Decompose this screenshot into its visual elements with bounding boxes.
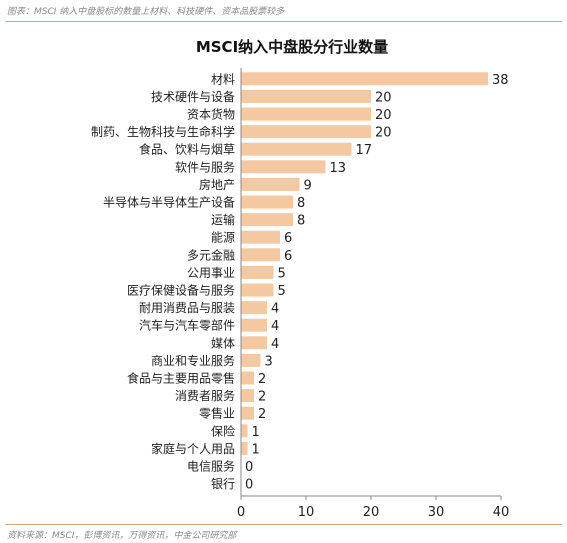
value-label: 38 (492, 73, 509, 88)
bottom-rule (5, 524, 562, 525)
x-tick-label: 30 (428, 505, 445, 520)
category-label: 半导体与半导体生产设备 (103, 196, 235, 210)
bar (241, 230, 280, 244)
bar (241, 142, 352, 156)
value-label: 20 (375, 90, 392, 105)
value-label: 17 (356, 143, 373, 158)
value-label: 9 (304, 178, 312, 193)
bar (241, 177, 300, 191)
category-label: 房地产 (199, 177, 235, 192)
top-rule (5, 21, 562, 22)
bars (241, 72, 488, 455)
category-label: 汽车与汽车零部件 (139, 318, 235, 333)
category-label: 制药、生物科技与生命科学 (91, 124, 235, 139)
bar (241, 89, 371, 103)
value-label: 0 (245, 478, 253, 493)
value-label: 13 (330, 161, 347, 176)
category-labels: 材料技术硬件与设备资本货物制药、生物科技与生命科学食品、饮料与烟草软件与服务房地… (91, 72, 235, 491)
category-label: 能源 (211, 231, 235, 245)
bar (241, 336, 267, 350)
value-label: 1 (252, 442, 260, 457)
bar (241, 318, 267, 332)
category-label: 媒体 (211, 336, 235, 350)
category-label: 零售业 (199, 406, 235, 421)
category-label: 技术硬件与设备 (151, 90, 235, 104)
bar (241, 389, 254, 403)
category-label: 资本货物 (187, 107, 235, 122)
value-label: 5 (278, 266, 286, 281)
x-tick-label: 10 (298, 505, 315, 520)
value-label: 2 (258, 390, 266, 405)
bar (241, 107, 371, 121)
value-label: 2 (258, 372, 266, 387)
category-label: 商业和专业服务 (151, 353, 235, 368)
category-label: 公用事业 (187, 266, 235, 280)
category-label: 多元金融 (187, 247, 235, 262)
category-label: 软件与服务 (175, 159, 235, 174)
category-label: 医疗保健设备与服务 (127, 283, 235, 298)
value-label: 20 (375, 108, 392, 123)
category-label: 耐用消费品与服装 (139, 301, 235, 315)
value-label: 8 (297, 214, 305, 229)
bar (241, 265, 274, 279)
category-label: 运输 (211, 212, 235, 227)
value-label: 4 (271, 337, 279, 352)
category-label: 银行 (211, 477, 235, 491)
bar (241, 160, 326, 174)
x-tick-label: 20 (363, 505, 380, 520)
category-label: 材料 (211, 72, 235, 86)
category-label: 家庭与个人用品 (151, 441, 235, 456)
bar (241, 283, 274, 297)
bar (241, 424, 248, 438)
category-label: 食品、饮料与烟草 (139, 142, 235, 157)
bar (241, 195, 293, 209)
x-axis: 0 10 20 30 40 (237, 68, 509, 520)
figure-caption: 图表：MSCI 纳入中盘股标的数量上材料、科技硬件、资本品股票较多 (7, 7, 285, 17)
bar (241, 301, 267, 315)
bar (241, 125, 371, 139)
source-note: 资料来源：MSCI，彭博资讯，万得资讯，中金公司研究部 (7, 531, 237, 541)
category-label: 电信服务 (187, 459, 235, 474)
value-label: 4 (271, 302, 279, 317)
x-tick-label: 40 (493, 505, 510, 520)
bar (241, 213, 293, 227)
value-label: 0 (245, 460, 253, 475)
value-label: 4 (271, 319, 279, 334)
value-label: 3 (265, 354, 273, 369)
x-tick-label: 0 (237, 505, 245, 520)
value-label: 8 (297, 196, 305, 211)
category-label: 食品与主要用品零售 (127, 371, 235, 386)
chart-title: MSCI纳入中盘股分行业数量 (196, 38, 388, 56)
bar (241, 441, 248, 455)
value-label: 1 (252, 425, 260, 440)
value-label: 2 (258, 407, 266, 422)
value-label: 20 (375, 126, 392, 141)
bar (241, 406, 254, 420)
category-label: 保险 (211, 423, 235, 438)
category-label: 消费者服务 (175, 388, 235, 403)
bar (241, 248, 280, 262)
bar (241, 353, 261, 367)
bar (241, 371, 254, 385)
value-label: 6 (284, 249, 292, 264)
value-label: 5 (278, 284, 286, 299)
value-label: 6 (284, 231, 292, 246)
bar (241, 72, 488, 86)
